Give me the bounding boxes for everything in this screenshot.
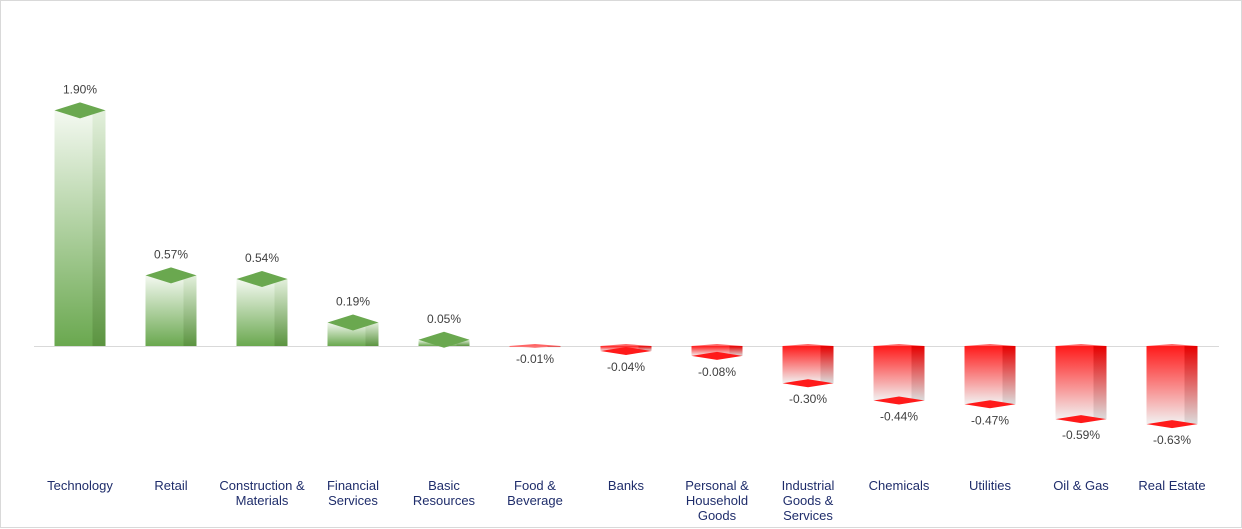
category-label: Oil & Gas <box>1053 478 1109 493</box>
category-label-line: Services <box>783 508 833 523</box>
bar-front-face <box>145 275 184 346</box>
bar-side-face <box>1093 346 1107 420</box>
data-label: -0.08% <box>698 365 736 379</box>
bar <box>873 344 925 405</box>
bar-front-face <box>509 346 548 348</box>
bar-side-face <box>820 346 834 384</box>
bar-bottom-face <box>873 396 925 405</box>
bar <box>418 331 470 348</box>
data-label: 0.57% <box>154 247 188 261</box>
bar-top-face <box>145 267 197 284</box>
category-label-line: Goods <box>698 508 737 523</box>
category-label-line: Goods & <box>783 493 834 508</box>
category-label-line: Household <box>686 493 748 508</box>
category-label-line: Real Estate <box>1138 478 1205 493</box>
category-label-line: Beverage <box>507 493 563 508</box>
bar-side-face <box>274 279 288 346</box>
category-label: Construction & Materials <box>219 478 305 508</box>
category-label-line: Retail <box>154 478 187 493</box>
category-label-line: Personal & <box>685 478 749 493</box>
data-label: -0.44% <box>880 410 918 424</box>
category-label: Personal & Household Goods <box>685 478 749 523</box>
category-label: Financial Services <box>327 478 379 508</box>
category-label-line: Food & <box>514 478 556 493</box>
bar-front-face <box>236 279 275 346</box>
category-label-line: Technology <box>47 478 113 493</box>
category-label: Banks <box>608 478 645 493</box>
bar-bottom-face <box>964 400 1016 409</box>
category-label: Utilities <box>969 478 1011 493</box>
category-label-line: Utilities <box>969 478 1011 493</box>
bar-side-face <box>1002 346 1016 405</box>
bar-front-face <box>782 346 821 384</box>
bar-top-face <box>54 102 106 119</box>
bar-side-face <box>729 346 743 356</box>
bar <box>600 344 652 355</box>
bar-side-face <box>365 322 379 346</box>
category-label-line: Materials <box>236 493 289 508</box>
value-labels-layer: 1.90% 0.57% 0.54% 0.19% 0.05% -0.01% -0.04% -0.… <box>63 82 1191 447</box>
category-labels-layer: Technology Retail Construction & Materials F… <box>47 478 1205 523</box>
bar-side-face <box>911 346 925 401</box>
data-label: -0.47% <box>971 413 1009 427</box>
category-label-line: Banks <box>608 478 645 493</box>
category-label-line: Services <box>328 493 378 508</box>
category-label-line: Oil & Gas <box>1053 478 1109 493</box>
data-label: -0.63% <box>1153 433 1191 447</box>
category-label: Industrial Goods & Services <box>782 478 835 523</box>
bar <box>509 344 561 348</box>
category-label-line: Industrial <box>782 478 835 493</box>
bar <box>1055 344 1107 424</box>
bar-front-face <box>54 110 93 347</box>
bar <box>54 102 106 347</box>
category-label: Chemicals <box>869 478 930 493</box>
bar <box>145 267 197 346</box>
bar-bottom-face <box>600 346 652 355</box>
bar-side-face <box>183 275 197 346</box>
bar <box>1146 344 1198 429</box>
category-label: Food & Beverage <box>507 478 563 508</box>
bar-bottom-face <box>782 379 834 388</box>
category-label: Retail <box>154 478 187 493</box>
data-label: -0.01% <box>516 352 554 366</box>
bar-front-face <box>1146 346 1185 425</box>
category-label: Technology <box>47 478 113 493</box>
category-label-line: Chemicals <box>869 478 930 493</box>
data-label: 0.54% <box>245 251 279 265</box>
bar-front-face <box>691 346 730 356</box>
bar <box>964 344 1016 409</box>
bar-side-face <box>92 110 106 347</box>
category-label-line: Construction & <box>219 478 305 493</box>
bar-bottom-face <box>1055 415 1107 424</box>
bar-bottom-face <box>1146 420 1198 429</box>
bar <box>327 314 379 346</box>
bar-front-face <box>873 346 912 401</box>
bar-bottom-face <box>691 351 743 360</box>
category-label: Basic Resources <box>413 478 476 508</box>
bar-top-face <box>327 314 379 331</box>
bar-front-face <box>964 346 1003 405</box>
bar-side-face <box>547 346 561 348</box>
data-label: -0.59% <box>1062 428 1100 442</box>
bar-top-face <box>418 331 470 348</box>
category-label-line: Basic <box>428 478 460 493</box>
category-label: Real Estate <box>1138 478 1205 493</box>
bar <box>782 344 834 388</box>
bar-side-face <box>1184 346 1198 425</box>
category-label-line: Financial <box>327 478 379 493</box>
data-label: -0.04% <box>607 360 645 374</box>
bar <box>236 271 288 346</box>
bar-front-face <box>1055 346 1094 420</box>
data-label: -0.30% <box>789 392 827 406</box>
bar <box>691 344 743 360</box>
data-label: 0.05% <box>427 312 461 326</box>
data-label: 1.90% <box>63 82 97 96</box>
data-label: 0.19% <box>336 294 370 308</box>
bar-top-face <box>236 271 288 288</box>
bars-layer <box>54 102 1198 429</box>
category-label-line: Resources <box>413 493 476 508</box>
